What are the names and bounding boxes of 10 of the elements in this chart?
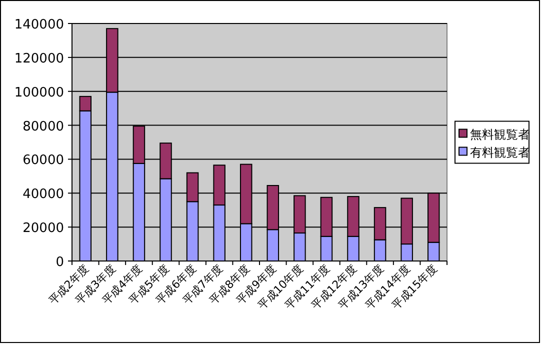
legend-label: 無料観覧者 — [470, 127, 530, 142]
legend-label: 有料観覧者 — [470, 145, 530, 160]
y-tick-label: 0 — [56, 255, 64, 270]
y-tick-label: 120000 — [14, 51, 64, 66]
y-tick-label: 80000 — [22, 119, 64, 134]
y-tick-label: 60000 — [22, 153, 64, 168]
y-tick-label: 20000 — [22, 221, 64, 236]
y-tick-label: 100000 — [14, 85, 64, 100]
y-tick-label: 40000 — [22, 187, 64, 202]
y-tick-label: 140000 — [14, 18, 64, 32]
